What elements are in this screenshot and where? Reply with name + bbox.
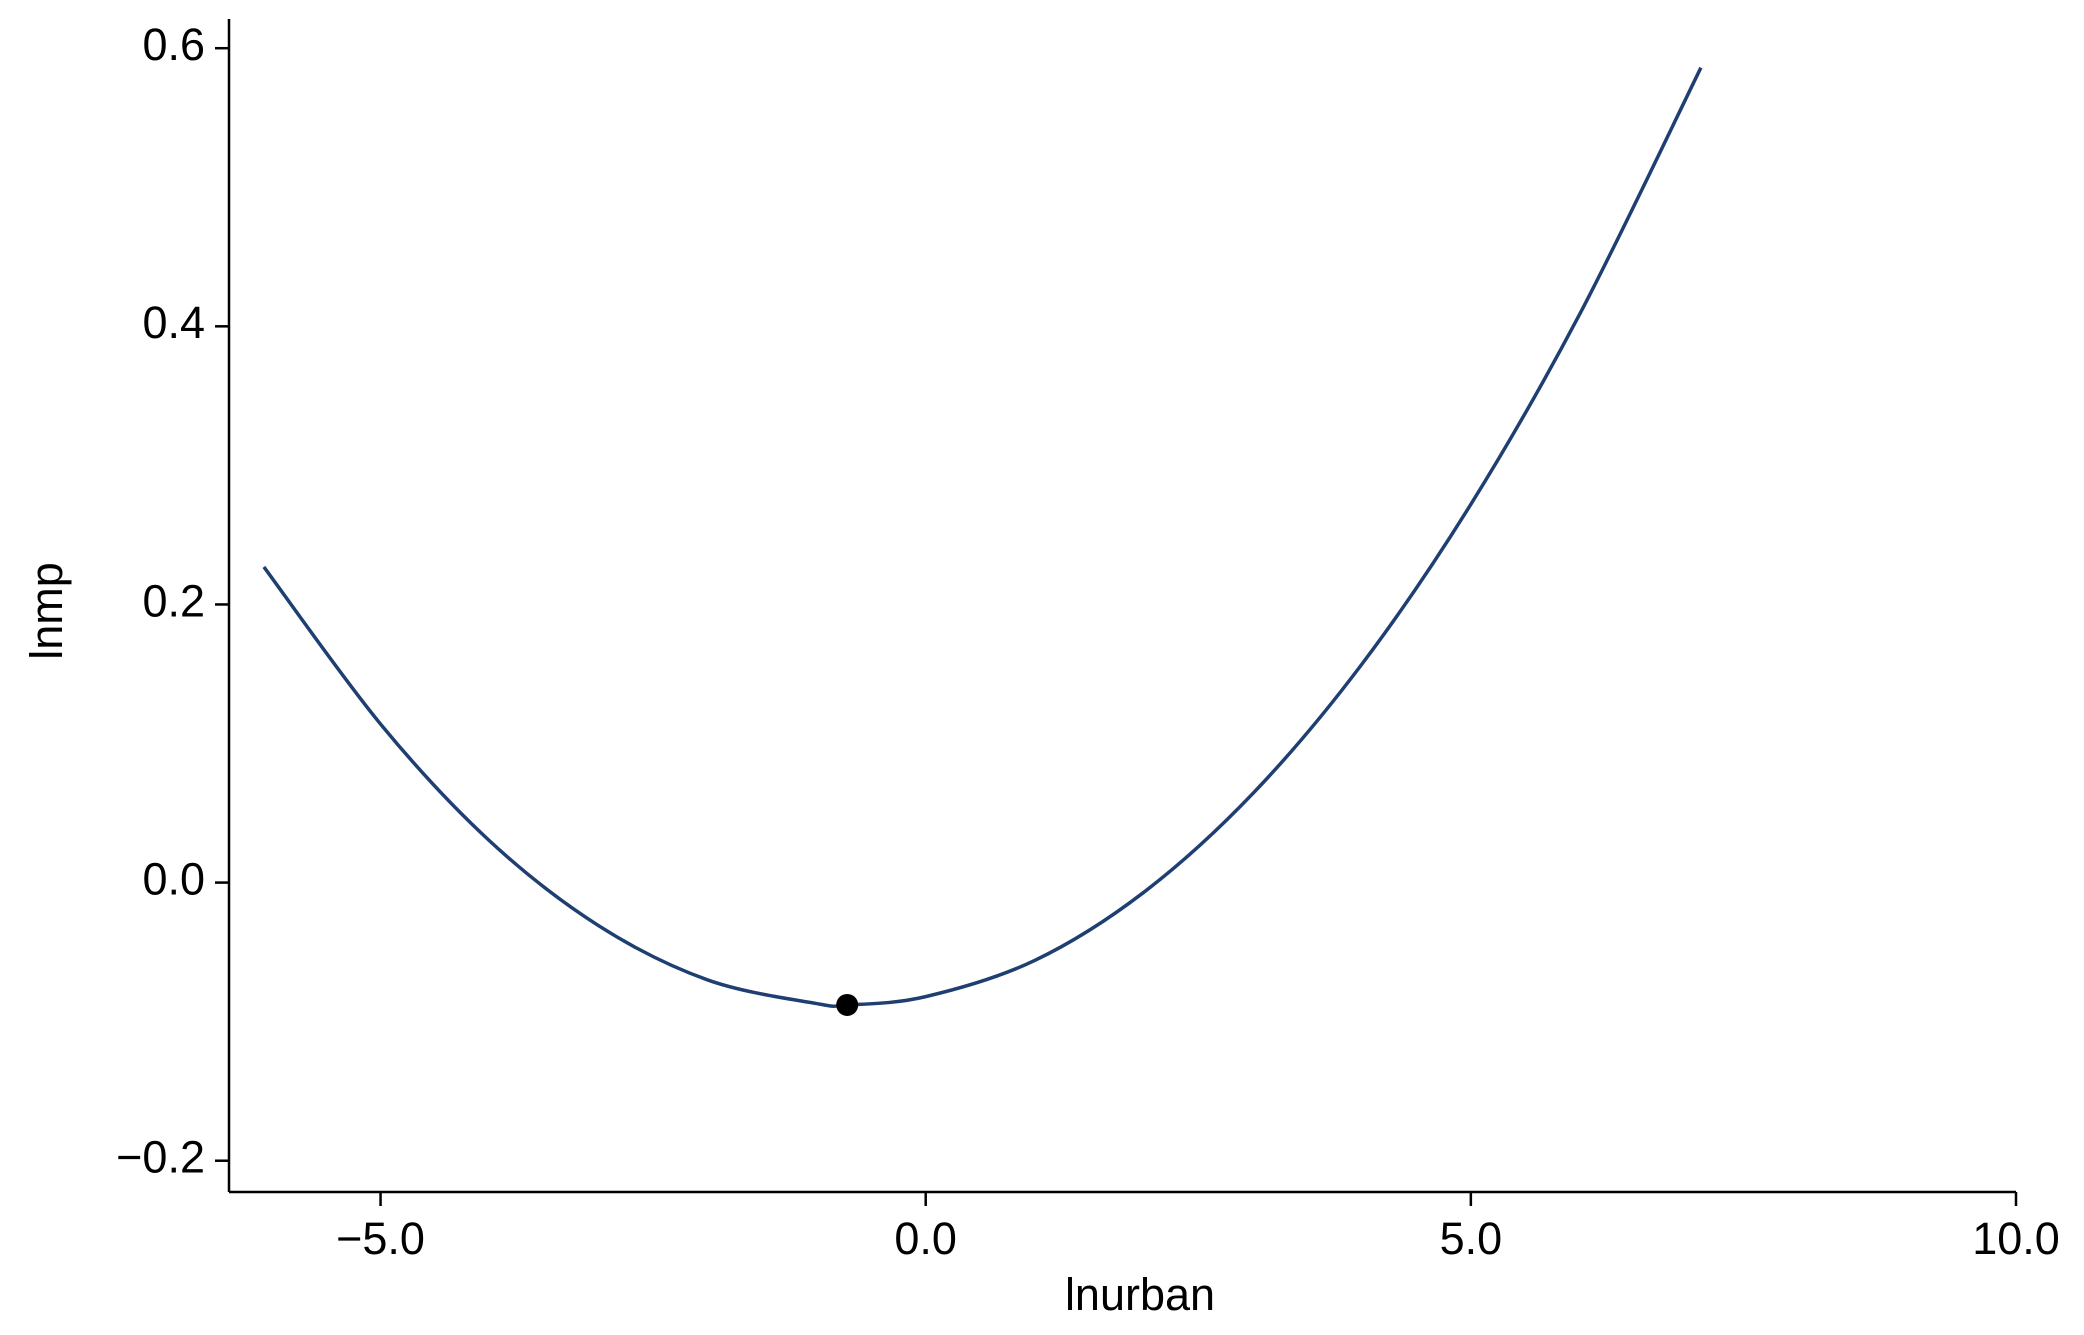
x-tick-label: 0.0 [894,1213,957,1264]
curve [262,66,1703,1009]
y-tick-label: 0.2 [142,575,205,626]
y-tick-label: 0.4 [142,297,205,348]
y-axis-title: lnmp [21,562,72,660]
y-tick-label: 0.6 [142,19,205,70]
x-axis-title: lnurban [1065,1269,1215,1320]
turning-point [836,993,859,1016]
x-tick-label: −5.0 [336,1213,425,1264]
x-tick-label: 10.0 [1972,1213,2060,1264]
x-tick-label: 5.0 [1440,1213,1503,1264]
y-tick-label: 0.0 [142,853,205,904]
y-tick-label: −0.2 [116,1132,205,1183]
